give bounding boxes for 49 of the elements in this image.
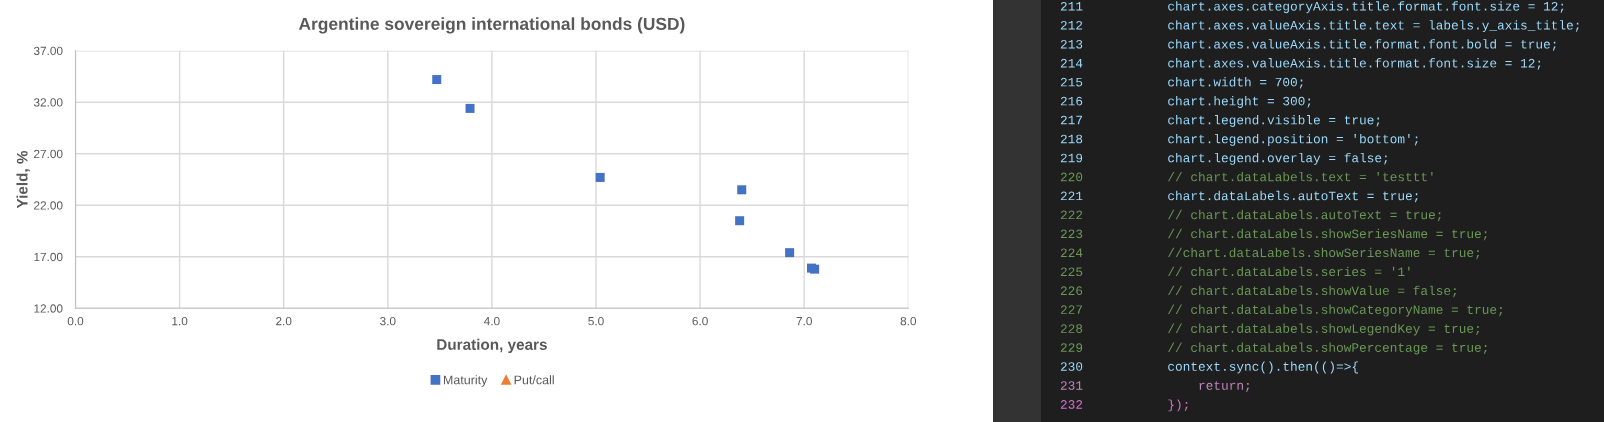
text: 219 chart.legend.overlay = false; bbox=[1060, 152, 1387, 165]
x-tick-label: 2.0 bbox=[276, 316, 292, 326]
x-tick-label: 3.0 bbox=[380, 316, 396, 326]
text: 222 // chart.dataLabels.autoText = true; bbox=[1060, 209, 1441, 222]
text: 232 }); bbox=[1060, 399, 1188, 412]
text: 211 chart.axes.categoryAxis.title.format.font.size = 12; bbox=[1060, 1, 1564, 14]
x-tick-label: 0.0 bbox=[67, 316, 84, 326]
point bbox=[432, 75, 442, 85]
y-tick-label: 27.00 bbox=[34, 149, 63, 159]
text: 225 // chart.dataLabels.series = '1' bbox=[1060, 266, 1410, 277]
text: 221 chart.dataLabels.autoText = true; bbox=[1060, 190, 1418, 203]
text: 217 chart.legend.visible = true; bbox=[1060, 115, 1380, 127]
text: 227 // chart.dataLabels.showCategoryName = true; bbox=[1060, 304, 1502, 317]
x-tick-label: 8.0 bbox=[900, 316, 917, 326]
y-tick-label: 32.00 bbox=[33, 98, 63, 107]
y-tick-label: 37.00 bbox=[33, 46, 63, 56]
point bbox=[737, 185, 747, 195]
text: 231 return; bbox=[1060, 381, 1249, 392]
text: 212 chart.axes.valueAxis.title.text = labels.y_axis_title; bbox=[1060, 20, 1579, 33]
text: 230 context.sync().then(()=>{ bbox=[1060, 361, 1358, 374]
y-axis-title: Yield, % bbox=[16, 150, 30, 209]
text: 223 // chart.dataLabels.showSeriesName = true; bbox=[1060, 228, 1487, 241]
y-tick-label: 12.00 bbox=[34, 304, 63, 313]
text: 228 // chart.dataLabels.showLegendKey = true; bbox=[1060, 323, 1479, 336]
legend-label: Put/call bbox=[514, 375, 554, 385]
x-tick-label: 6.0 bbox=[692, 316, 708, 326]
point bbox=[810, 264, 820, 274]
y-tick-label: 22.00 bbox=[34, 201, 63, 210]
x-tick-label: 5.0 bbox=[588, 316, 604, 326]
point bbox=[595, 172, 605, 182]
text: 216 chart.height = 300; bbox=[1060, 96, 1311, 108]
legend-label: Maturity bbox=[443, 375, 488, 387]
text: 229 // chart.dataLabels.showPercentage = true; bbox=[1060, 342, 1487, 355]
text: 213 chart.axes.valueAxis.title.format.font.bold = true; bbox=[1060, 39, 1556, 51]
text: 220 // chart.dataLabels.text = 'testtt' bbox=[1060, 171, 1433, 182]
x-tick-label: 7.0 bbox=[796, 316, 812, 326]
text: 224 //chart.dataLabels.showSeriesName = true; bbox=[1060, 247, 1479, 260]
text: 226 // chart.dataLabels.showValue = false; bbox=[1060, 285, 1456, 298]
x-axis-title: Duration, years bbox=[437, 338, 547, 353]
point bbox=[785, 248, 795, 258]
text: 214 chart.axes.valueAxis.title.format.font.size = 12; bbox=[1060, 58, 1541, 70]
point bbox=[465, 103, 475, 113]
text: 218 chart.legend.position = 'bottom'; bbox=[1060, 133, 1418, 146]
x-tick-label: 1.0 bbox=[172, 316, 188, 326]
chart-title: Argentine sovereign international bonds (USD) bbox=[298, 17, 685, 34]
point bbox=[735, 216, 745, 226]
text: 215 chart.width = 700; bbox=[1060, 77, 1303, 89]
y-tick-label: 17.00 bbox=[34, 252, 63, 262]
x-tick-label: 4.0 bbox=[483, 316, 500, 326]
